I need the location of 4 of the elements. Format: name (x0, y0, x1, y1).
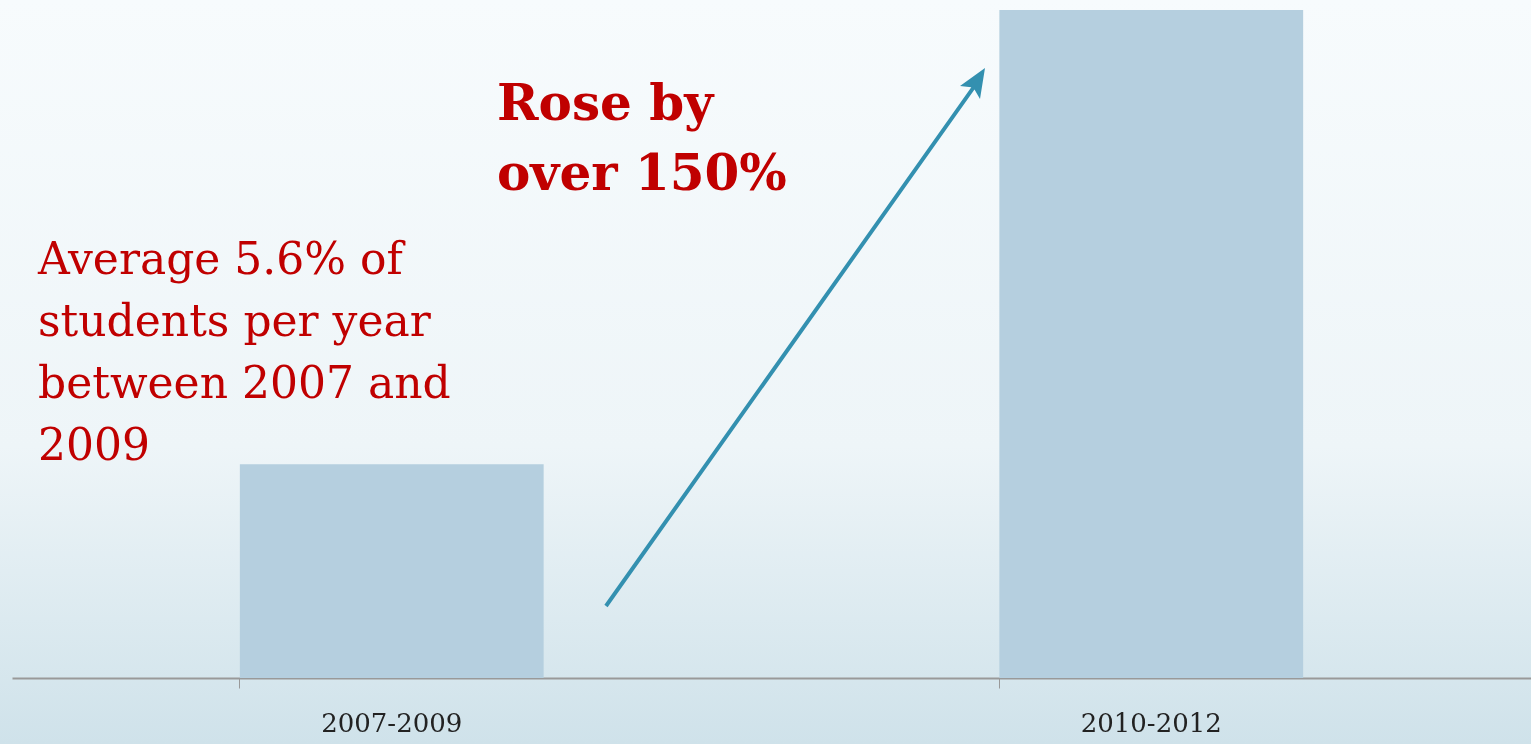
annotation: Average 5.6% of students per year between 2007 and 2009 (38, 232, 452, 472)
x-tick-label: 2010-2012 (1080, 707, 1222, 738)
x-tick-label: 2007-2009 (321, 707, 463, 738)
annotation: Rose by over 150% (497, 72, 788, 204)
